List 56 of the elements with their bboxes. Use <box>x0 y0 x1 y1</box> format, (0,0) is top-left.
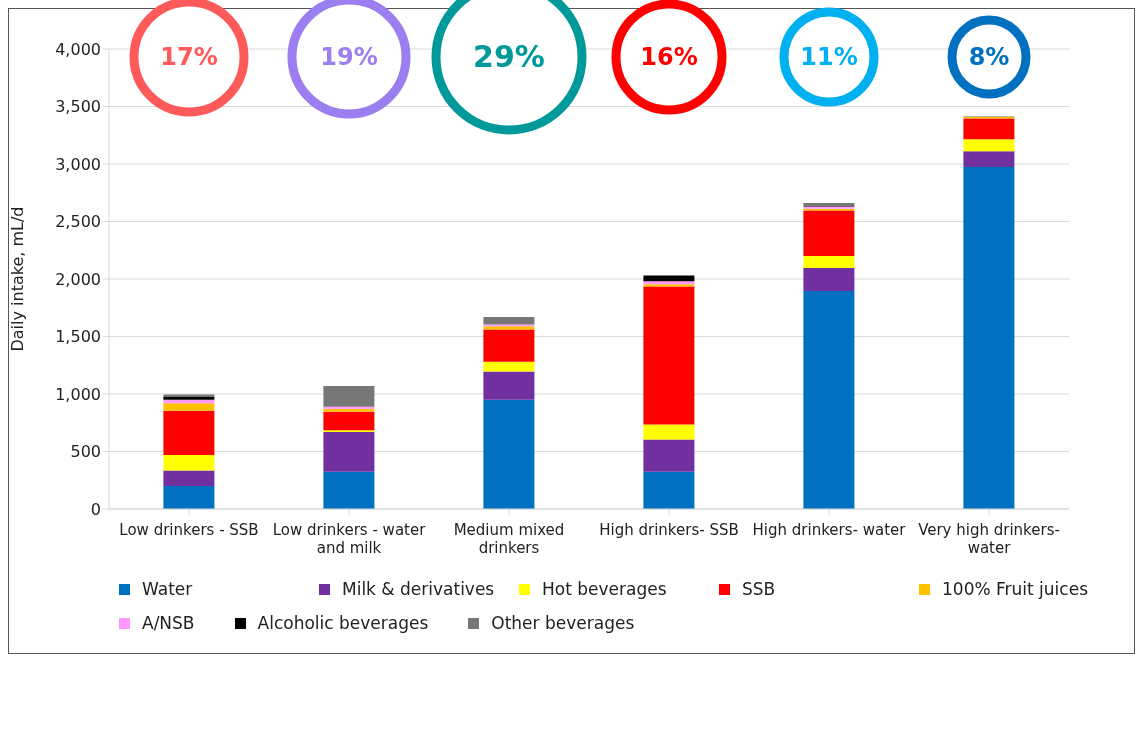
bar <box>323 431 375 472</box>
bar <box>643 471 695 509</box>
bar <box>803 268 855 292</box>
bar <box>483 329 535 362</box>
legend-label: Hot beverages <box>541 579 668 599</box>
y-tick-label: 3,500 <box>55 97 101 117</box>
legend-label: Water <box>141 579 194 599</box>
annotation: 8% <box>967 42 1011 72</box>
legend-label: A/NSB <box>141 613 195 633</box>
bar <box>963 139 1015 152</box>
y-tick-label: 1,500 <box>55 327 101 347</box>
x-tick-label: High drinkers- SSB <box>598 521 740 539</box>
bar <box>323 385 375 407</box>
bar <box>963 166 1015 509</box>
bar <box>643 424 695 440</box>
bar <box>803 256 855 269</box>
annotation: 16% <box>639 42 699 72</box>
y-tick-label: 4,000 <box>55 39 101 59</box>
annotation: 11% <box>799 42 859 72</box>
bar <box>643 439 695 472</box>
x-tick-label: High drinkers- water <box>751 521 907 539</box>
legend-label: Other beverages <box>490 613 635 633</box>
y-tick-label: 1,000 <box>55 384 101 404</box>
bar <box>483 316 535 325</box>
bar <box>963 118 1015 140</box>
bar <box>483 399 535 509</box>
bar <box>163 410 215 455</box>
bar <box>963 151 1015 167</box>
bar <box>483 361 535 372</box>
annotation: 19% <box>319 42 379 72</box>
legend-label: Milk & derivatives <box>341 579 496 599</box>
annotation: 29% <box>472 39 546 74</box>
legend-label: SSB <box>741 579 777 599</box>
bar <box>163 470 215 486</box>
bar <box>803 210 855 256</box>
y-axis-title: Daily intake, mL/d <box>7 206 27 352</box>
bar <box>163 486 215 509</box>
bar <box>323 411 375 431</box>
legend-label: 100% Fruit juices <box>941 579 1089 599</box>
x-tick-label: Low drinkers - SSB <box>118 521 260 539</box>
bar <box>643 286 695 425</box>
bar <box>323 471 375 509</box>
y-tick-label: 3,000 <box>55 154 101 174</box>
y-tick-label: 0 <box>90 499 101 519</box>
bar <box>163 454 215 471</box>
x-tick-label: Medium mixed drinkers <box>452 521 566 557</box>
bar <box>163 403 215 411</box>
y-tick-label: 2,500 <box>55 212 101 232</box>
annotation: 17% <box>159 42 219 72</box>
legend-label: Alcoholic beverages <box>256 613 429 633</box>
x-tick-label: Low drinkers - water and milk <box>271 521 427 557</box>
bar <box>803 291 855 509</box>
bar <box>483 371 535 400</box>
y-tick-label: 500 <box>70 442 101 462</box>
y-tick-label: 2,000 <box>55 269 101 289</box>
x-tick-label: Very high drinkers- water <box>917 521 1061 557</box>
